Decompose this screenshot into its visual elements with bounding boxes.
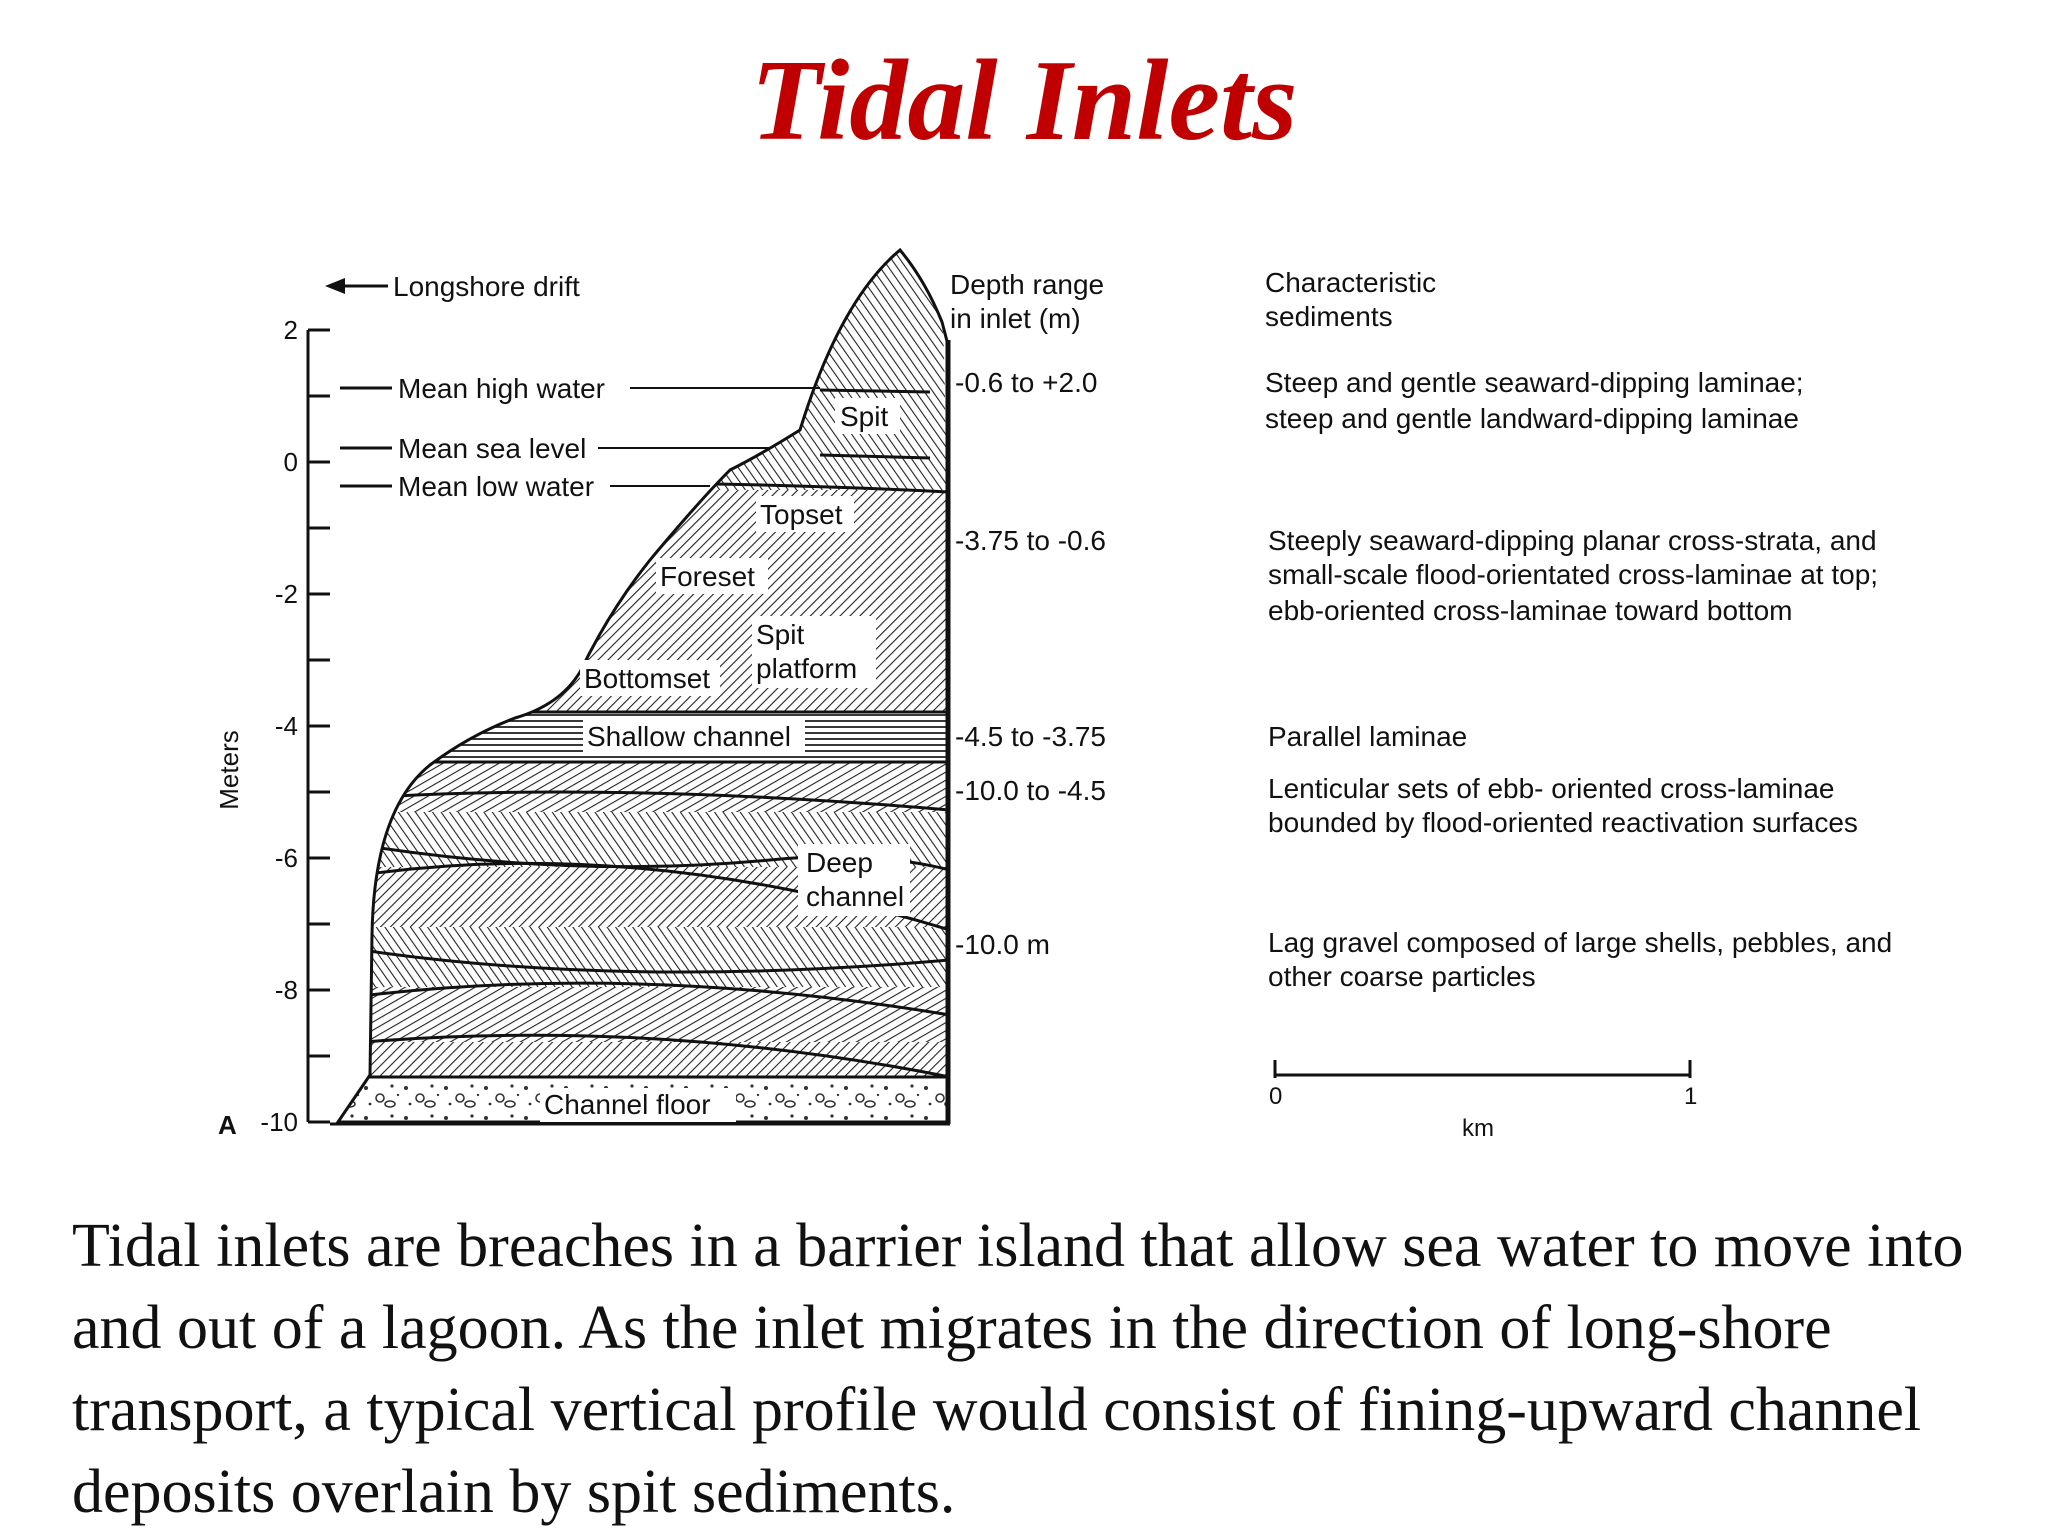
axis-tick-label: -2 <box>275 579 298 609</box>
axis-tick-label: 2 <box>284 315 298 345</box>
depth-range-spit: -0.6 to +2.0 <box>955 367 1097 398</box>
sediment-platform-1: Steeply seaward-dipping planar cross-str… <box>1268 525 1877 556</box>
sediment-shallow-1: Parallel laminae <box>1268 721 1467 752</box>
unit-topset-label: Topset <box>760 499 843 530</box>
scale-tick-0: 0 <box>1269 1083 1282 1110</box>
mean-sea-level-label: Mean sea level <box>398 433 586 464</box>
mean-low-water-label: Mean low water <box>398 471 594 502</box>
depth-range-floor: -10.0 m <box>955 929 1050 960</box>
unit-spit-label: Spit <box>840 401 888 432</box>
sediment-spit-2: steep and gentle landward-dipping lamina… <box>1265 403 1799 434</box>
caption-paragraph: Tidal inlets are breaches in a barrier i… <box>72 1212 1964 1526</box>
water-levels: Mean high water Mean sea level Mean low … <box>340 373 820 502</box>
sediment-spit-1: Steep and gentle seaward-dipping laminae… <box>1265 367 1804 398</box>
axis-tick-label: 0 <box>284 447 298 477</box>
unit-deep-channel-label-2: channel <box>806 881 904 912</box>
depth-range-platform: -3.75 to -0.6 <box>955 525 1106 556</box>
sediment-platform-3: ebb-oriented cross-laminae toward bottom <box>1268 595 1792 626</box>
depth-range-shallow: -4.5 to -3.75 <box>955 721 1106 752</box>
sediment-deep-1: Lenticular sets of ebb- oriented cross-l… <box>1268 773 1835 804</box>
axis-tick-label: -10 <box>260 1107 298 1137</box>
sediment-header-line-1: Characteristic <box>1265 267 1436 298</box>
depth-axis: 2 0 -2 -4 -6 -8 -10 Meters A <box>214 315 330 1140</box>
axis-ticks: 2 0 -2 -4 -6 -8 -10 <box>260 315 330 1137</box>
sediments-column: Characteristic sediments Steep and gentl… <box>1265 267 1892 992</box>
unit-spit-platform-label-1: Spit <box>756 619 804 650</box>
scale-bar: 0 1 km <box>1269 1060 1697 1142</box>
depth-range-deep: -10.0 to -4.5 <box>955 775 1106 806</box>
scale-tick-1: 1 <box>1684 1083 1697 1110</box>
unit-shallow-channel-label: Shallow channel <box>587 721 791 752</box>
caption-text: Tidal inlets are breaches in a barrier i… <box>72 1205 2002 1533</box>
sediment-floor-2: other coarse particles <box>1268 961 1536 992</box>
longshore-drift-arrow: Longshore drift <box>325 271 580 302</box>
depth-range-column: Depth range in inlet (m) -0.6 to +2.0 -3… <box>950 269 1106 960</box>
axis-tick-label: -6 <box>275 843 298 873</box>
scale-unit: km <box>1462 1115 1494 1142</box>
mean-high-water-label: Mean high water <box>398 373 605 404</box>
axis-tick-label: -8 <box>275 975 298 1005</box>
depth-header-line-1: Depth range <box>950 269 1104 300</box>
axis-label: Meters <box>214 730 244 809</box>
sediment-platform-2: small-scale flood-orientated cross-lamin… <box>1268 559 1878 590</box>
page-title: Tidal Inlets <box>750 37 1298 165</box>
unit-spit-platform-label-2: platform <box>756 653 857 684</box>
sediment-header-line-2: sediments <box>1265 301 1393 332</box>
sediment-deep-2: bounded by flood-oriented reactivation s… <box>1268 807 1858 838</box>
depth-header-line-2: in inlet (m) <box>950 303 1081 334</box>
panel-letter: A <box>218 1110 237 1140</box>
axis-tick-label: -4 <box>275 711 298 741</box>
unit-channel-floor-label: Channel floor <box>544 1089 711 1120</box>
longshore-drift-label: Longshore drift <box>393 271 580 302</box>
unit-foreset-label: Foreset <box>660 561 755 592</box>
unit-labels: Spit Topset Foreset Spit platform Bottom… <box>540 398 910 1122</box>
unit-deep-channel-label-1: Deep <box>806 847 873 878</box>
unit-bottomset-label: Bottomset <box>584 663 710 694</box>
sediment-floor-1: Lag gravel composed of large shells, peb… <box>1268 927 1892 958</box>
